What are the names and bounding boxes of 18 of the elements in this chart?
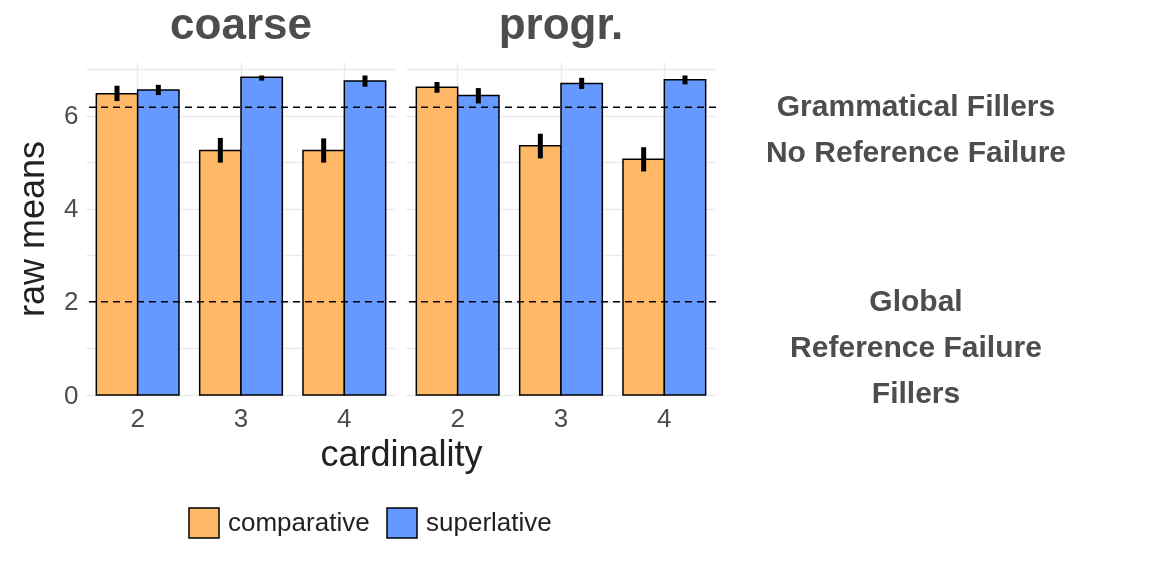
chart-title: progr. [498, 0, 624, 48]
y-tick-label: 4 [64, 193, 79, 224]
x-tick-label: 2 [450, 402, 465, 433]
y-tick-label: 6 [64, 100, 79, 131]
ref-line-label: Global Reference Failure Fillers [790, 283, 1042, 409]
x-tick-label: 2 [130, 402, 145, 433]
x-tick-label: 3 [553, 402, 569, 433]
chart-title: coarse [170, 0, 312, 48]
legend-label: superlative [426, 507, 552, 537]
y-tick-label: 2 [64, 286, 79, 317]
x-tick-label: 4 [657, 402, 672, 433]
y-tick-label: 0 [64, 379, 79, 410]
y-axis-title: raw means [11, 140, 53, 318]
x-axis-title: cardinality [320, 432, 483, 474]
x-tick-label: 4 [337, 402, 352, 433]
x-tick-label: 3 [233, 402, 249, 433]
legend-label: comparative [228, 507, 370, 537]
ref-line-label: Grammatical Fillers No Reference Failure [765, 89, 1067, 169]
